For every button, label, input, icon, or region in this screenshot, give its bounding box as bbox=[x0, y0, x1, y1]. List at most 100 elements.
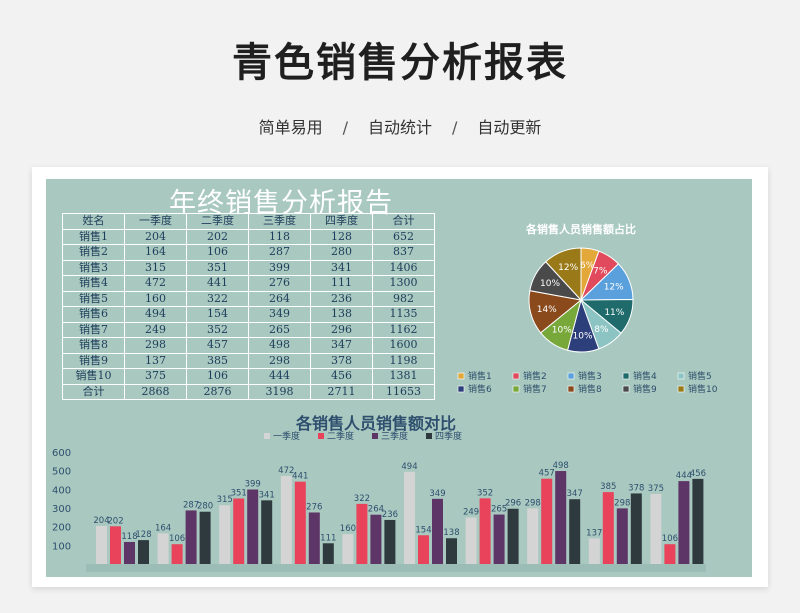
bar-data-label: 351 bbox=[231, 488, 247, 498]
value-cell: 2868 bbox=[124, 383, 187, 400]
tag-auto-stats: 自动统计 bbox=[367, 118, 432, 137]
pie-legend-swatch bbox=[512, 372, 520, 380]
pie-legend-swatch bbox=[622, 385, 630, 393]
bar-data-label: 154 bbox=[415, 525, 431, 535]
name-cell: 销售6 bbox=[62, 306, 125, 323]
bar-data-label: 287 bbox=[183, 500, 199, 510]
bar bbox=[171, 544, 183, 564]
bar-data-label: 111 bbox=[320, 533, 336, 543]
bar bbox=[616, 508, 628, 564]
bar bbox=[233, 498, 245, 564]
pie-legend-label: 销售8 bbox=[578, 383, 602, 395]
pie-legend-label: 销售3 bbox=[578, 370, 602, 382]
bar bbox=[356, 503, 368, 564]
bar-data-label: 202 bbox=[107, 516, 123, 526]
table-body: 销售1 204 202 118 128 652 销售2 164 106 287 280 837 销售3 3… bbox=[62, 228, 435, 400]
bar-data-label: 236 bbox=[382, 510, 398, 520]
bar-legend-swatch bbox=[426, 433, 432, 439]
pie-legend-label: 销售2 bbox=[523, 370, 547, 382]
table-row: 销售6 494 154 349 138 1135 bbox=[62, 306, 435, 323]
bar-data-label: 138 bbox=[443, 528, 459, 538]
value-cell: 2876 bbox=[186, 383, 249, 400]
pie-data-label: 8% bbox=[594, 325, 609, 335]
bar bbox=[247, 489, 259, 564]
bar bbox=[384, 519, 396, 564]
value-cell: 11653 bbox=[372, 383, 435, 400]
subtitle: 简单易用 / 自动统计 / 自动更新 bbox=[0, 114, 800, 138]
pie-legend-label: 销售1 bbox=[468, 370, 492, 382]
pie-data-label: 10% bbox=[540, 279, 560, 289]
table-row: 销售2 164 106 287 280 837 bbox=[62, 244, 435, 261]
total-row: 合计 2868 2876 3198 2711 11653 bbox=[62, 383, 435, 400]
bar-data-label: 249 bbox=[463, 508, 479, 518]
pie-data-label: 7% bbox=[593, 266, 608, 276]
bar-legend-swatch bbox=[264, 433, 270, 439]
bar bbox=[418, 535, 429, 564]
bar-legend-swatch bbox=[372, 433, 378, 439]
pie-legend-swatch bbox=[622, 372, 630, 380]
value-cell: 280 bbox=[310, 244, 373, 261]
bar-data-label: 441 bbox=[292, 472, 308, 482]
name-cell: 销售10 bbox=[62, 368, 125, 385]
table-header-row: 姓名 一季度 二季度 三季度 四季度 合计 bbox=[62, 213, 435, 230]
bar-data-label: 456 bbox=[690, 469, 706, 479]
bar-data-label: 399 bbox=[245, 480, 261, 490]
bar-data-label: 378 bbox=[628, 483, 644, 493]
bar bbox=[602, 492, 614, 564]
value-cell: 375 bbox=[124, 368, 187, 385]
bar bbox=[541, 478, 553, 564]
chart-floor bbox=[86, 564, 706, 572]
table-row: 销售7 249 352 265 296 1162 bbox=[62, 321, 435, 338]
bar-legend-label: 二季度 bbox=[327, 430, 354, 442]
bar-data-label: 137 bbox=[586, 528, 602, 538]
pie-data-label: 10% bbox=[573, 331, 593, 341]
bar-data-label: 280 bbox=[197, 502, 213, 512]
preview-card: 年终销售分析报告 姓名 一季度 二季度 三季度 四季度 合计 销售1 204 202… bbox=[32, 167, 768, 587]
bar bbox=[692, 478, 704, 564]
pie-data-label: 12% bbox=[558, 263, 578, 273]
pie-data-label: 11% bbox=[604, 308, 624, 318]
bar-data-label: 204 bbox=[93, 516, 109, 526]
bar-data-label: 349 bbox=[429, 489, 445, 499]
bar bbox=[588, 538, 600, 564]
bar-data-label: 106 bbox=[169, 534, 185, 544]
bar bbox=[294, 481, 306, 564]
bar-data-label: 298 bbox=[614, 498, 630, 508]
bar bbox=[432, 498, 443, 564]
table-row: 销售3 315 351 399 341 1406 bbox=[62, 259, 435, 276]
bar-data-label: 128 bbox=[135, 530, 151, 540]
bar-data-label: 472 bbox=[278, 466, 294, 476]
pie-legend-label: 销售4 bbox=[633, 370, 657, 382]
bar-data-label: 265 bbox=[491, 505, 507, 515]
bar bbox=[342, 534, 354, 564]
bar bbox=[370, 514, 382, 564]
bar bbox=[124, 541, 135, 564]
bar-data-label: 385 bbox=[600, 482, 616, 492]
separator: / bbox=[452, 118, 458, 137]
bar bbox=[185, 510, 197, 564]
bar bbox=[479, 498, 491, 564]
bar bbox=[630, 493, 642, 564]
bar-legend-label: 一季度 bbox=[273, 430, 300, 442]
tag-easy: 简单易用 bbox=[258, 118, 323, 137]
y-tick-label: 100 bbox=[52, 541, 71, 552]
bar-data-label: 106 bbox=[662, 534, 678, 544]
value-cell: 154 bbox=[186, 306, 249, 323]
sales-table: 姓名 一季度 二季度 三季度 四季度 合计 销售1 204 202 118 128 652… bbox=[62, 213, 435, 400]
charts-layer: 各销售人员销售额占比6%7%12%11%8%10%10%14%10%12%销售1… bbox=[52, 222, 718, 572]
pie-legend-swatch bbox=[567, 372, 575, 380]
bar-data-label: 347 bbox=[567, 489, 583, 499]
bar bbox=[110, 526, 121, 564]
y-tick-label: 500 bbox=[52, 467, 71, 478]
y-tick-label: 400 bbox=[52, 485, 71, 496]
value-cell: 441 bbox=[186, 275, 249, 292]
bar bbox=[96, 525, 107, 564]
bar-data-label: 160 bbox=[340, 524, 356, 534]
pie-data-label: 14% bbox=[537, 305, 557, 315]
bar bbox=[446, 538, 457, 564]
table-row: 销售10 375 106 444 456 1381 bbox=[62, 368, 435, 385]
bar-data-label: 375 bbox=[648, 484, 664, 494]
bar-data-label: 444 bbox=[676, 471, 692, 481]
name-cell: 销售1 bbox=[62, 228, 125, 245]
bar bbox=[465, 517, 477, 564]
